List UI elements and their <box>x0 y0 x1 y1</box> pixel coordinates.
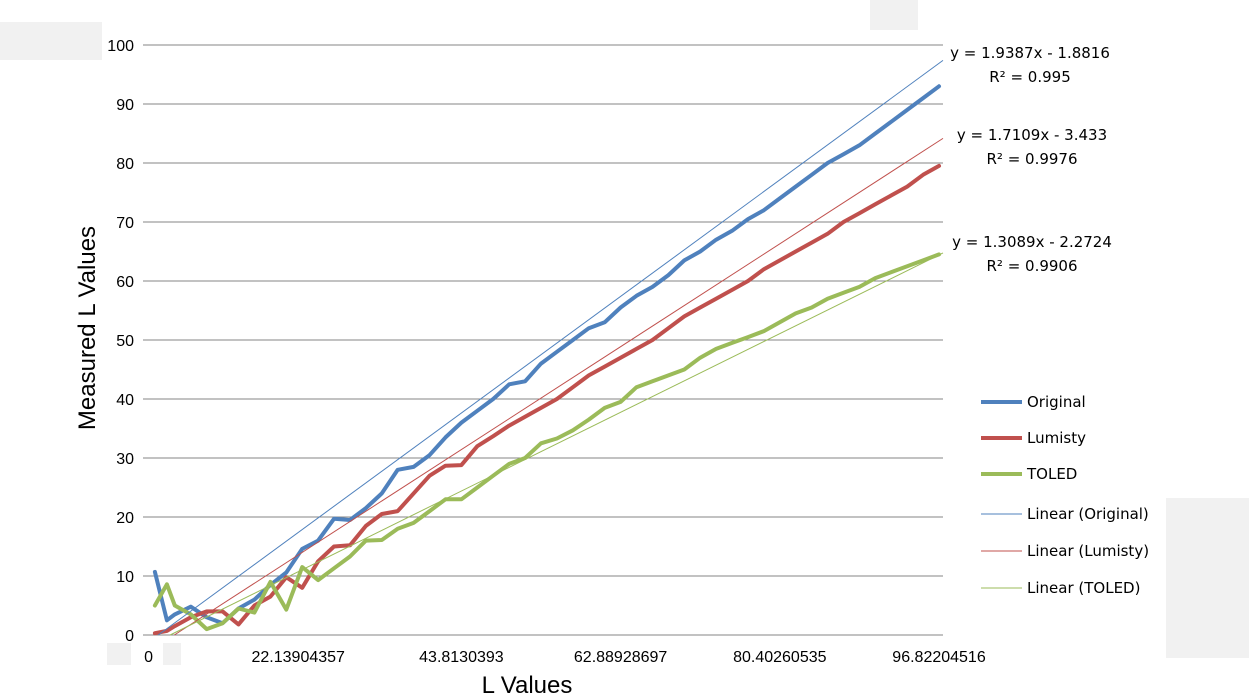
trend-r2-original: R² = 0.995 <box>989 68 1070 86</box>
x-axis-title: L Values <box>482 672 573 699</box>
legend: Original Lumisty TOLED Linear (Original)… <box>981 393 1149 597</box>
trend-equation-original: y = 1.9387x - 1.8816 <box>950 44 1110 62</box>
legend-label-linear-toled: Linear (TOLED) <box>1027 579 1140 597</box>
trendline-linear-lumisty <box>174 137 944 636</box>
series-line-original <box>152 84 941 626</box>
y-tick-label: 70 <box>116 215 134 232</box>
masked-region <box>163 643 181 665</box>
trend-equation-lumisty: y = 1.7109x - 3.433 <box>957 126 1107 144</box>
x-tick-label: 43.8130393 <box>419 649 504 666</box>
x-tick-label: 0 <box>144 649 153 666</box>
masked-region <box>0 22 102 60</box>
y-tick-label: 10 <box>116 569 134 586</box>
y-axis-title: Measured L Values <box>74 226 101 430</box>
legend-label-linear-lumisty: Linear (Lumisty) <box>1027 542 1149 560</box>
x-tick-label: 62.88928697 <box>574 649 668 666</box>
series-line-lumisty <box>152 163 941 636</box>
series-layer <box>152 84 941 636</box>
legend-label-original: Original <box>1027 393 1086 411</box>
y-tick-label: 50 <box>116 333 134 350</box>
x-tick-label: 80.40260535 <box>733 649 827 666</box>
legend-label-toled: TOLED <box>1026 465 1077 483</box>
masked-region <box>1166 498 1249 658</box>
trendline-linear-original <box>157 60 944 636</box>
gridlines <box>143 44 943 577</box>
y-tick-label: 100 <box>107 38 134 55</box>
y-tick-label: 0 <box>125 628 134 645</box>
y-tick-label: 30 <box>116 451 134 468</box>
series-line-toled <box>152 252 941 632</box>
x-tick-label: 22.13904357 <box>252 649 346 666</box>
y-tick-label: 60 <box>116 274 134 291</box>
legend-label-lumisty: Lumisty <box>1027 429 1086 447</box>
y-tick-label: 80 <box>116 156 134 173</box>
trend-equation-toled: y = 1.3089x - 2.2724 <box>952 233 1112 251</box>
legend-label-linear-original: Linear (Original) <box>1027 505 1149 523</box>
y-tick-label: 90 <box>116 97 134 114</box>
y-tick-label: 40 <box>116 392 134 409</box>
trendline-layer <box>157 60 944 636</box>
x-axis-ticks: 0 22.13904357 43.8130393 62.88928697 80.4026… <box>144 649 986 666</box>
masked-region <box>870 0 918 30</box>
masked-region <box>107 643 131 665</box>
x-tick-label: 96.82204516 <box>892 649 986 666</box>
trend-r2-lumisty: R² = 0.9976 <box>986 150 1077 168</box>
y-axis-ticks: 0 10 20 30 40 50 60 70 80 90 100 <box>107 38 134 645</box>
y-tick-label: 20 <box>116 510 134 527</box>
trendline-linear-toled <box>169 252 944 636</box>
trend-r2-toled: R² = 0.9906 <box>986 257 1077 275</box>
